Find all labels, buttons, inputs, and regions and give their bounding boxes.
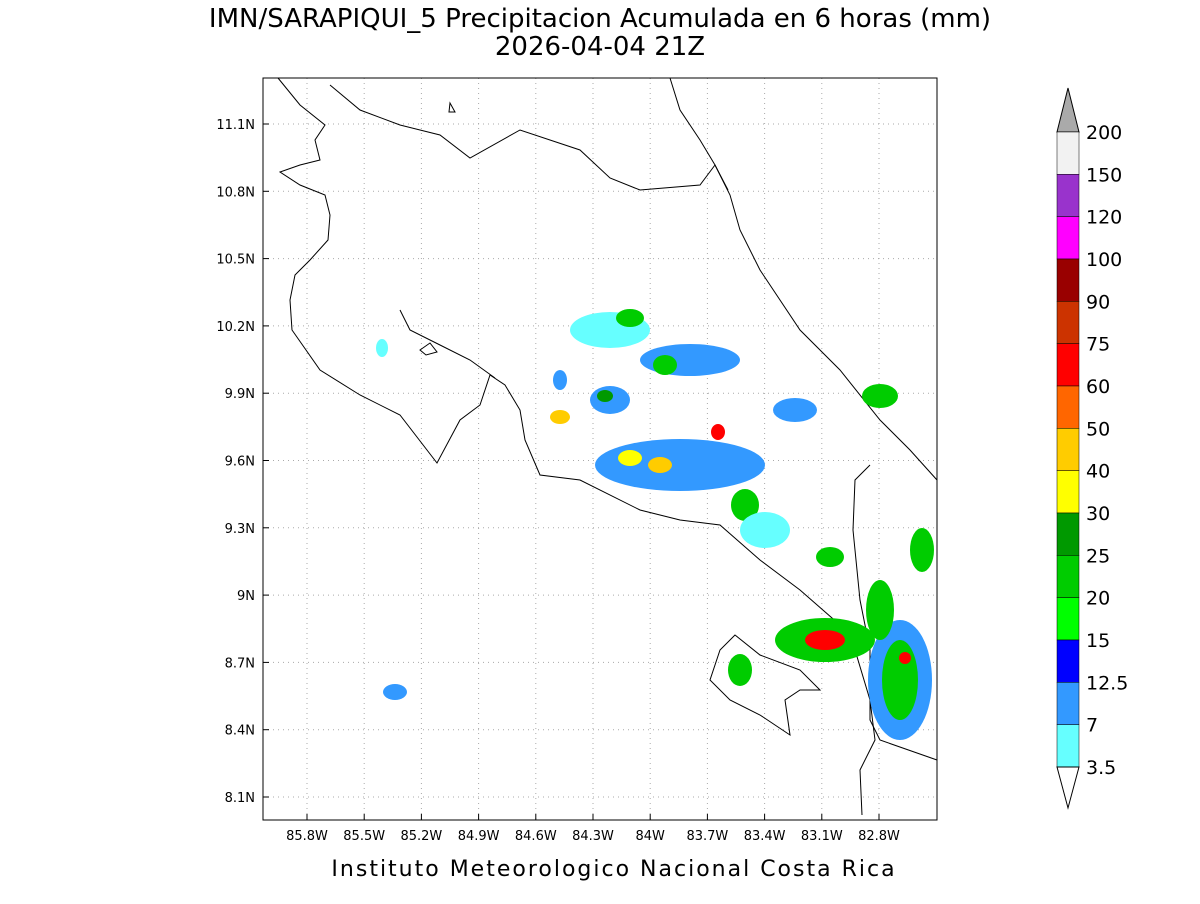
title: IMN/SARAPIQUI_5 Precipitacion Acumulada … xyxy=(209,4,991,34)
colorbar-label: 100 xyxy=(1086,249,1122,271)
lat-tick-label: 9N xyxy=(237,589,255,604)
colorbar-segment xyxy=(1056,639,1080,683)
colorbar-label: 25 xyxy=(1086,545,1110,567)
caribbean-coast xyxy=(669,77,938,481)
colorbar-segment xyxy=(1056,597,1080,641)
colorbar-segment xyxy=(1056,131,1080,175)
lon-tick-label: 84.9W xyxy=(458,829,500,844)
colorbar-label: 60 xyxy=(1086,376,1110,398)
precip-area xyxy=(618,450,642,466)
precip-area xyxy=(740,512,790,548)
precip-area xyxy=(383,684,407,700)
colorbar-segment xyxy=(1056,216,1080,260)
precip-area xyxy=(616,309,644,327)
colorbar-label: 15 xyxy=(1086,630,1110,652)
lon-tick-label: 84W xyxy=(635,829,665,844)
chira-island xyxy=(419,342,438,356)
coastlines xyxy=(277,77,938,816)
lat-tick-label: 9.6N xyxy=(225,455,255,470)
colorbar-over xyxy=(1056,87,1080,133)
lat-tick-label: 10.5N xyxy=(216,253,255,268)
colorbar-segment xyxy=(1056,385,1080,429)
footer: Instituto Meteorologico Nacional Costa R… xyxy=(331,857,896,882)
colorbar-segment xyxy=(1056,343,1080,387)
colorbar-label: 75 xyxy=(1086,334,1110,356)
lat-tick-label: 10.8N xyxy=(216,185,255,200)
pacific-coast xyxy=(277,77,876,816)
lon-tick-label: 85.5W xyxy=(343,829,385,844)
colorbar-segment xyxy=(1056,682,1080,725)
colorbar-segment xyxy=(1056,301,1080,344)
island xyxy=(448,101,456,113)
precip-area xyxy=(595,439,765,491)
colorbar-segment xyxy=(1056,555,1080,598)
colorbar-label: 7 xyxy=(1086,715,1098,737)
precip-area xyxy=(866,580,894,640)
precip-area xyxy=(711,424,725,440)
grid: 85.8W 85.5W 85.2W 84.9W 84.6W 84.3W 84W 83.7W 83… xyxy=(216,78,937,844)
colorbar-label: 200 xyxy=(1086,122,1122,144)
colorbar-label: 50 xyxy=(1086,418,1110,440)
precip-area xyxy=(805,630,845,650)
lon-tick-label: 82.8W xyxy=(858,829,900,844)
colorbar-segment xyxy=(1056,724,1080,768)
lon-tick-label: 83.4W xyxy=(744,829,786,844)
colorbar: 200 150 120 100 90 75 60 50 40 30 25 20 15 12.5 7 3.5 xyxy=(1056,87,1128,810)
colorbar-segment xyxy=(1056,512,1080,556)
precip-area xyxy=(910,528,934,572)
lat-tick-label: 8.1N xyxy=(225,791,255,806)
colorbar-segment xyxy=(1056,174,1080,217)
lon-tick-label: 85.2W xyxy=(400,829,442,844)
colorbar-label: 40 xyxy=(1086,461,1110,483)
precip-area xyxy=(653,355,677,375)
precip-area xyxy=(648,457,672,473)
colorbar-label: 30 xyxy=(1086,503,1110,525)
nicaragua-border xyxy=(329,84,729,191)
precip-area xyxy=(550,410,570,424)
map-frame xyxy=(262,77,938,821)
lat-tick-label: 9.9N xyxy=(225,387,255,402)
lat-tick-label: 10.2N xyxy=(216,320,255,335)
lon-tick-label: 84.6W xyxy=(515,829,557,844)
osa-peninsula xyxy=(709,634,822,737)
precipitation-field xyxy=(376,309,934,740)
colorbar-label: 20 xyxy=(1086,588,1110,610)
nicoya-gulf xyxy=(399,309,496,379)
colorbar-under xyxy=(1056,766,1080,810)
precip-area xyxy=(376,339,388,357)
precip-area xyxy=(816,547,844,567)
precip-area xyxy=(862,384,898,408)
lat-tick-label: 9.3N xyxy=(225,522,255,537)
lon-tick-label: 84.3W xyxy=(572,829,614,844)
precip-area xyxy=(731,489,759,521)
colorbar-label: 12.5 xyxy=(1086,672,1128,694)
precip-area xyxy=(553,370,567,390)
lon-tick-label: 83.1W xyxy=(801,829,843,844)
colorbar-segment xyxy=(1056,258,1080,302)
colorbar-segment xyxy=(1056,428,1080,471)
colorbar-label: 150 xyxy=(1086,164,1122,186)
panama-border xyxy=(852,464,938,761)
lon-tick-label: 85.8W xyxy=(286,829,328,844)
lat-tick-label: 8.4N xyxy=(225,724,255,739)
lon-tick-label: 83.7W xyxy=(686,829,728,844)
precip-area xyxy=(728,654,752,686)
colorbar-segment xyxy=(1056,470,1080,514)
colorbar-label: 3.5 xyxy=(1086,757,1116,779)
precip-area xyxy=(899,652,911,664)
subtitle: 2026-04-04 21Z xyxy=(495,32,705,62)
colorbar-label: 90 xyxy=(1086,291,1110,313)
precip-area xyxy=(882,640,918,720)
precip-area xyxy=(597,390,613,402)
lat-tick-label: 11.1N xyxy=(216,118,255,133)
colorbar-label: 120 xyxy=(1086,207,1122,229)
lat-tick-label: 8.7N xyxy=(225,656,255,671)
precip-area xyxy=(773,398,817,422)
